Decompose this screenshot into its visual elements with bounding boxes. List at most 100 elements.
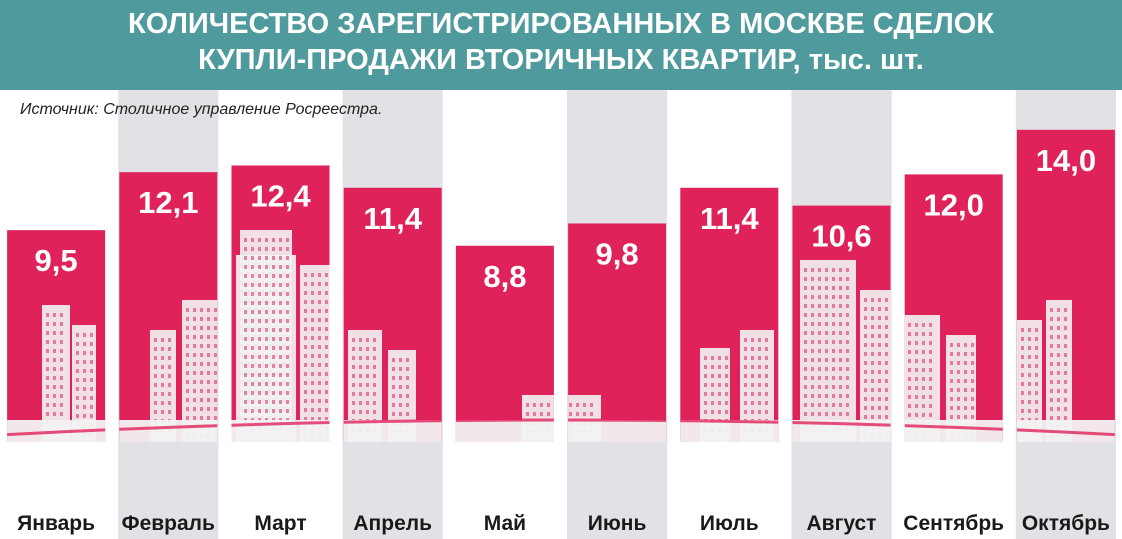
skyline-window xyxy=(704,356,707,360)
title-line-2: КУПЛИ-ПРОДАЖИ ВТОРИЧНЫХ КВАРТИР, тыс. шт… xyxy=(198,44,924,76)
skyline-window xyxy=(76,342,79,346)
skyline-window xyxy=(957,415,960,419)
skyline-window xyxy=(46,358,49,362)
skyline-window xyxy=(751,374,754,378)
skyline-window xyxy=(311,318,314,322)
skyline-window xyxy=(971,343,974,347)
skyline-window xyxy=(839,322,842,326)
skyline-window xyxy=(207,344,210,348)
skyline-window xyxy=(244,247,247,251)
skyline-window xyxy=(53,313,56,317)
skyline-window xyxy=(318,417,321,421)
skyline-window xyxy=(168,392,171,396)
skyline-window xyxy=(373,410,376,414)
value-label: 12,1 xyxy=(138,185,198,220)
skyline-window xyxy=(366,392,369,396)
skyline-window xyxy=(950,352,953,356)
skyline-window xyxy=(1028,400,1031,404)
skyline-window xyxy=(60,394,63,398)
skyline-window xyxy=(193,335,196,339)
skyline-window xyxy=(83,360,86,364)
skyline-window xyxy=(399,403,402,407)
skyline-window xyxy=(168,401,171,405)
skyline-window xyxy=(871,397,874,401)
skyline-window xyxy=(359,401,362,405)
skyline-window xyxy=(251,391,254,395)
skyline-window xyxy=(765,383,768,387)
skyline-window xyxy=(154,356,157,360)
skyline-window xyxy=(908,368,911,372)
skyline-window xyxy=(832,286,835,290)
skyline-window xyxy=(964,388,967,392)
skyline-window xyxy=(373,374,376,378)
skyline-window xyxy=(265,355,268,359)
skyline-window xyxy=(711,383,714,387)
skyline-window xyxy=(846,331,849,335)
skyline-window xyxy=(279,265,282,269)
skyline-window xyxy=(811,349,814,353)
skyline-window xyxy=(311,273,314,277)
skyline-window xyxy=(272,319,275,323)
skyline-window xyxy=(818,403,821,407)
skyline-window xyxy=(60,358,63,362)
skyline-window xyxy=(251,292,254,296)
skyline-window xyxy=(265,247,268,251)
skyline-window xyxy=(304,327,307,331)
skyline-window xyxy=(846,304,849,308)
skyline-window xyxy=(915,323,918,327)
skyline-window xyxy=(325,399,328,403)
skyline-window xyxy=(811,340,814,344)
skyline-window xyxy=(200,380,203,384)
skyline-window xyxy=(804,403,807,407)
skyline-window xyxy=(811,412,814,416)
skyline-window xyxy=(76,333,79,337)
skyline-window xyxy=(871,316,874,320)
skyline-window xyxy=(325,309,328,313)
skyline-window xyxy=(1057,317,1060,321)
skyline-window xyxy=(90,387,93,391)
skyline-window xyxy=(286,346,289,350)
skyline-window xyxy=(825,313,828,317)
skyline-window xyxy=(864,370,867,374)
skyline-window xyxy=(1021,382,1024,386)
skyline-window xyxy=(286,283,289,287)
skyline-window xyxy=(915,332,918,336)
skyline-window xyxy=(892,397,895,401)
skyline-window xyxy=(929,368,932,372)
skyline-window xyxy=(1035,364,1038,368)
skyline-window xyxy=(832,313,835,317)
skyline-window xyxy=(186,380,189,384)
skyline-window xyxy=(244,256,247,260)
skyline-window xyxy=(1064,326,1067,330)
skyline-window xyxy=(885,406,888,410)
skyline-window xyxy=(839,349,842,353)
skyline-window xyxy=(200,317,203,321)
skyline-window xyxy=(286,319,289,323)
skyline-window xyxy=(711,410,714,414)
skyline-window xyxy=(193,371,196,375)
skyline-window xyxy=(885,307,888,311)
skyline-window xyxy=(76,396,79,400)
skyline-window xyxy=(60,376,63,380)
skyline-window xyxy=(864,415,867,419)
skyline-window xyxy=(258,292,261,296)
skyline-window xyxy=(871,406,874,410)
skyline-window xyxy=(929,341,932,345)
skyline-window xyxy=(1028,328,1031,332)
skyline-window xyxy=(871,388,874,392)
skyline-window xyxy=(964,379,967,383)
skyline-window xyxy=(265,301,268,305)
skyline-window xyxy=(864,325,867,329)
skyline-window xyxy=(811,376,814,380)
skyline-window xyxy=(950,343,953,347)
skyline-window xyxy=(1021,328,1024,332)
skyline-window xyxy=(846,403,849,407)
skyline-window xyxy=(864,316,867,320)
skyline-window xyxy=(1050,308,1053,312)
skyline-window xyxy=(318,318,321,322)
skyline-window xyxy=(352,392,355,396)
skyline-window xyxy=(325,318,328,322)
skyline-window xyxy=(839,331,842,335)
skyline-window xyxy=(1057,371,1060,375)
skyline-window xyxy=(258,346,261,350)
